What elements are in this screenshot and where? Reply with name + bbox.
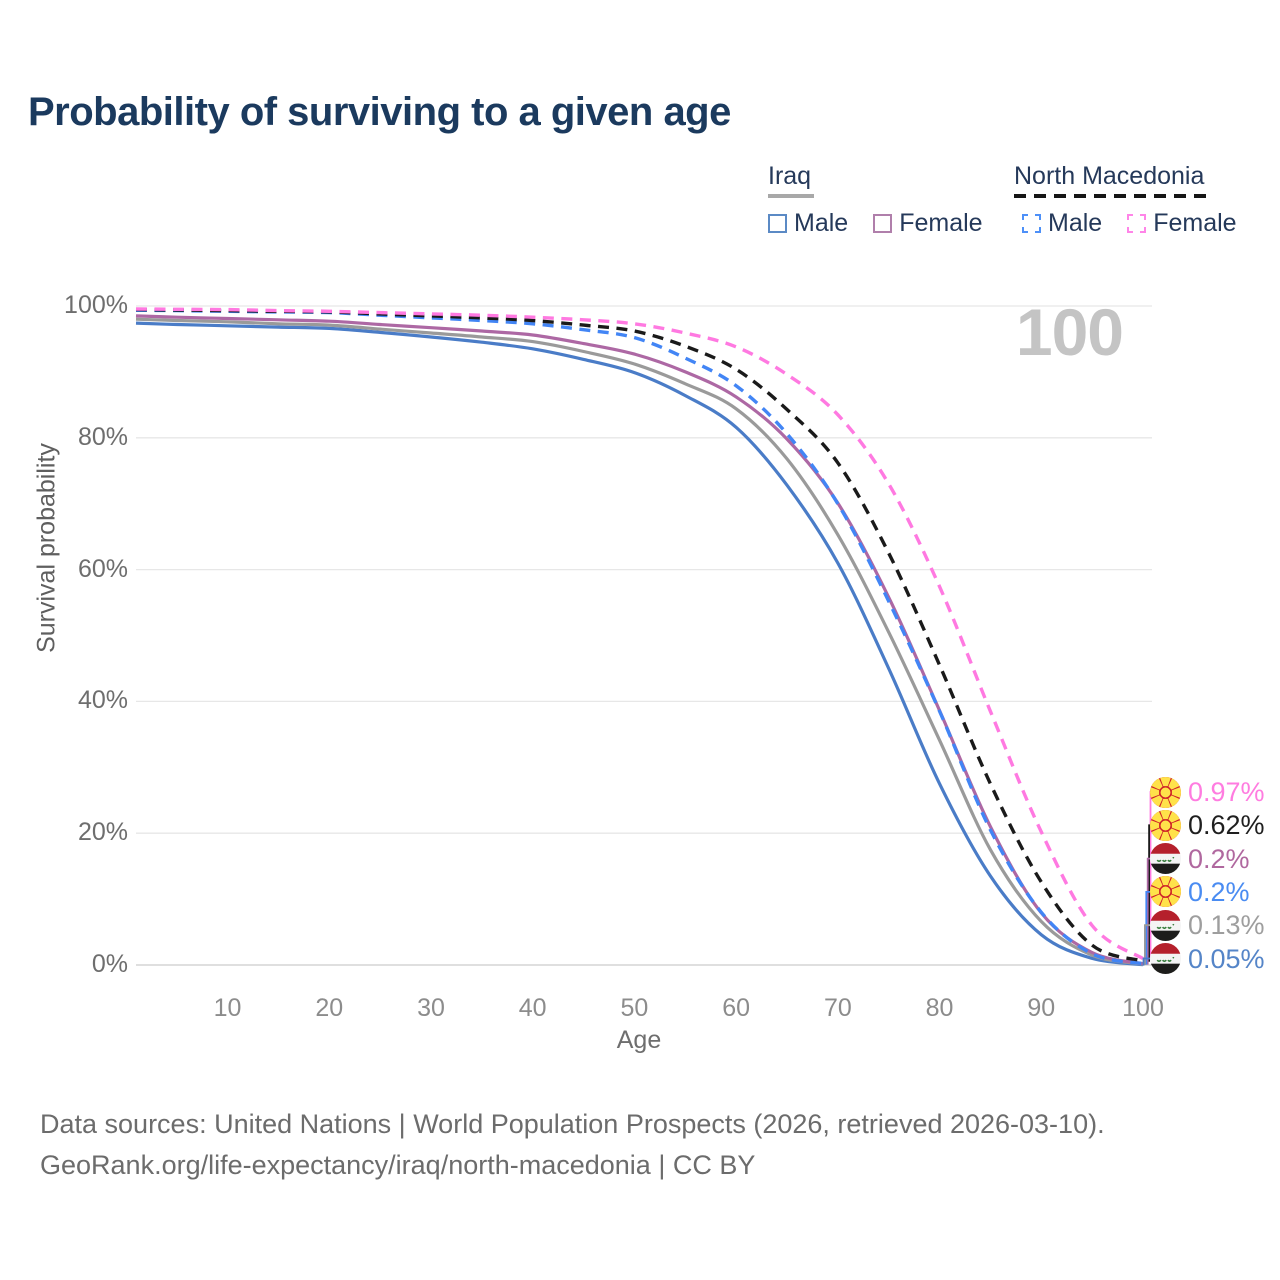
page-title: Probability of surviving to a given age <box>28 90 731 134</box>
end-label-value-iraq-both: 0.13% <box>1188 910 1265 941</box>
y-tick-label-0: 0% <box>91 950 128 978</box>
legend-title-iraq: Iraq <box>768 162 812 190</box>
legend-item-north-macedonia-female[interactable]: Female <box>1127 209 1237 238</box>
x-tick-label-90: 90 <box>1027 994 1056 1022</box>
x-tick-label-70: 70 <box>823 994 852 1022</box>
legend-label-north-macedonia-male: Male <box>1048 209 1103 237</box>
line-north-macedonia-female <box>135 307 1144 961</box>
footer-data-sources: Data sources: United Nations | World Pop… <box>40 1109 1105 1139</box>
y-tick-label-60: 60% <box>77 554 128 583</box>
end-label-value-iraq-female: 0.2% <box>1188 843 1250 874</box>
line-iraq-male <box>135 321 1144 967</box>
legend-title-north-macedonia: North Macedonia <box>1014 162 1205 190</box>
y-tick-label-80: 80% <box>77 422 128 451</box>
north-macedonia-female-swatch-icon <box>1127 214 1147 233</box>
end-label-value-north-macedonia-both: 0.62% <box>1188 810 1265 841</box>
legend-underline-north-macedonia <box>1014 194 1206 198</box>
x-tick-label-20: 20 <box>315 994 344 1022</box>
legend-label-iraq-male: Male <box>794 209 849 237</box>
x-axis-title: Age <box>616 1026 662 1054</box>
age-counter-watermark: 100 <box>1015 295 1124 369</box>
iraq-male-swatch-icon <box>768 214 787 233</box>
end-label-connector-iraq-male <box>1142 957 1151 966</box>
north-macedonia-flag-icon <box>1150 809 1181 841</box>
iraq-flag-icon <box>1150 909 1181 941</box>
line-north-macedonia-male <box>135 308 1144 966</box>
x-tick-label-40: 40 <box>518 994 547 1022</box>
iraq-female-swatch-icon <box>873 214 893 233</box>
line-iraq-both <box>135 317 1144 966</box>
y-tick-label-100: 100% <box>64 291 128 319</box>
north-macedonia-flag-icon <box>1150 776 1181 808</box>
legend-item-iraq-female[interactable]: Female <box>873 209 983 238</box>
x-tick-label-50: 50 <box>620 994 649 1022</box>
legend-label-iraq-female: Female <box>899 209 983 237</box>
x-tick-label-100: 100 <box>1122 994 1164 1022</box>
x-tick-label-60: 60 <box>722 994 751 1022</box>
legend-label-north-macedonia-female: Female <box>1153 209 1237 237</box>
footer-attribution-link: GeoRank.org/life-expectancy/iraq/north-m… <box>40 1150 756 1180</box>
line-north-macedonia-both <box>135 307 1144 963</box>
line-iraq-female <box>135 314 1144 966</box>
end-label-value-north-macedonia-female: 0.97% <box>1188 777 1265 807</box>
north-macedonia-flag-icon <box>1150 876 1181 908</box>
north-macedonia-male-swatch-icon <box>1022 214 1041 233</box>
legend-group-north-macedonia: North Macedonia Male Female <box>1014 162 1237 238</box>
end-label-value-iraq-male: 0.05% <box>1188 943 1265 974</box>
iraq-flag-icon <box>1150 843 1181 875</box>
end-label-value-north-macedonia-male: 0.2% <box>1188 876 1250 907</box>
y-tick-label-40: 40% <box>77 686 128 715</box>
x-tick-label-30: 30 <box>417 994 445 1022</box>
x-tick-label-80: 80 <box>925 994 954 1022</box>
y-tick-label-20: 20% <box>77 818 128 847</box>
x-tick-label-10: 10 <box>213 994 242 1022</box>
legend-item-north-macedonia-male[interactable]: Male <box>1022 209 1102 238</box>
footer: Data sources: United Nations | World Pop… <box>40 1104 1105 1186</box>
legend-underline-iraq <box>768 194 814 198</box>
legend-item-iraq-male[interactable]: Male <box>768 209 848 238</box>
legend-group-iraq: Iraq Male Female <box>768 162 1008 238</box>
iraq-flag-icon <box>1150 943 1181 974</box>
y-axis-title: Survival probability <box>32 443 61 653</box>
